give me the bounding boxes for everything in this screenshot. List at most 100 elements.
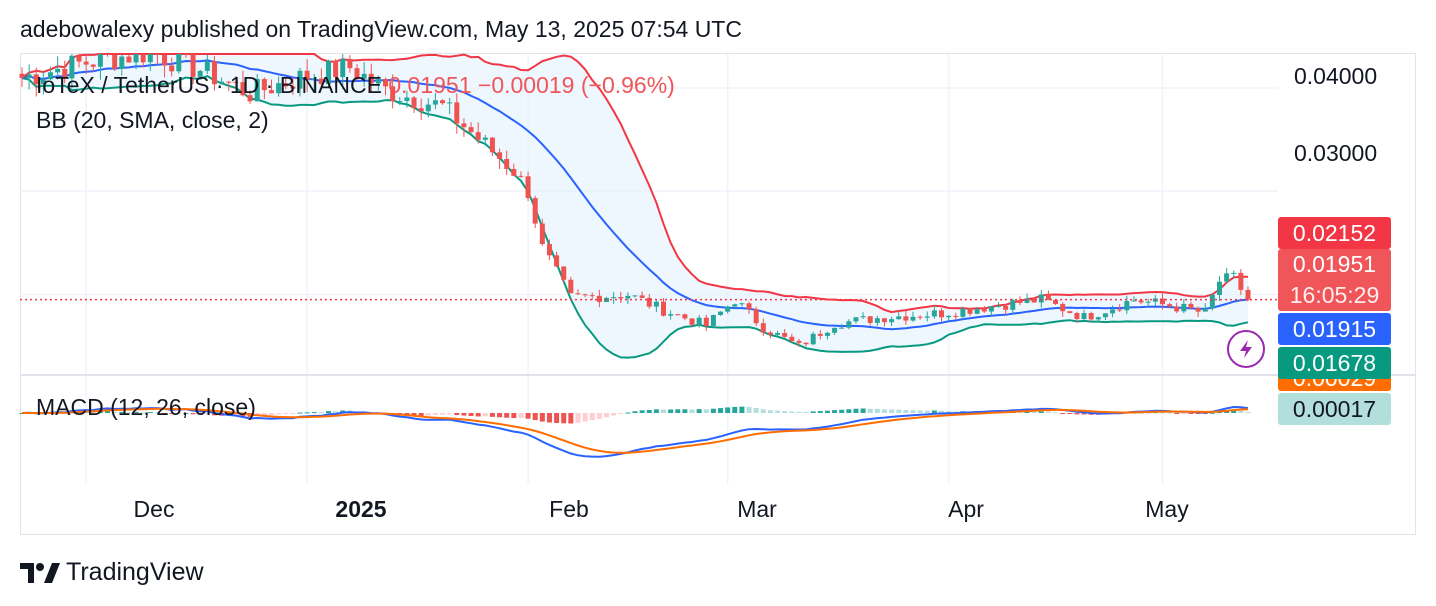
macd-histogram-bar [97,411,103,413]
candle-body [447,102,453,104]
candle-body [383,79,389,87]
macd-histogram-bar [846,409,852,413]
candle-body [917,316,923,318]
macd-histogram-bar [1045,411,1051,413]
brand-name: TradingView [66,558,204,586]
candle-body [240,82,246,96]
candle-body [903,316,909,321]
macd-histogram-bar [661,409,667,413]
macd-histogram-bar [1038,411,1044,413]
candle-body [575,293,581,295]
macd-histogram-bar [418,413,424,417]
candle-body [354,68,360,79]
macd-histogram-bar [112,411,118,413]
macd-histogram-bar [625,412,631,414]
macd-histogram-bar [546,413,552,423]
macd-histogram-bar [304,412,310,414]
candle-body [311,78,317,81]
macd-line [21,405,1249,458]
macd-histogram-bar [176,413,182,414]
candle-body [475,132,481,140]
lightning-icon[interactable] [1227,330,1265,368]
candle-body [760,323,766,333]
candle-body [1159,298,1165,305]
macd-histogram-bar [710,408,716,413]
macd-histogram-bar [946,411,952,413]
candle-body [632,295,638,297]
candle-body [718,311,724,316]
time-axis-label: Mar [737,496,777,522]
candle-body [1224,273,1230,282]
macd-histogram-bar [639,410,645,413]
macd-histogram-bar [1024,411,1030,413]
candle-body [1024,298,1030,303]
candle-body [140,54,146,63]
macd-legend: MACD (12, 26, close) [36,394,256,420]
candle-body [981,309,987,312]
candle-body [97,54,103,67]
macd-histogram-bar [1053,412,1059,414]
time-axis-label: Dec [133,496,175,522]
macd-histogram-bar [482,413,488,417]
candle-body [183,54,189,55]
candle-body [326,60,331,85]
macd-histogram-bar [233,413,239,416]
tradingview-brand[interactable]: TradingView [20,558,204,587]
candle-body [268,90,274,94]
candle-body [682,314,688,319]
candle-body [204,61,210,71]
candle-body [511,168,517,176]
candle-body [1174,306,1180,312]
candle-body [254,79,260,102]
macd-histogram-bar [746,406,752,413]
time-axis-label: 2025 [335,496,387,522]
macd-histogram-bar [404,413,410,416]
macd-histogram-bar [725,407,731,413]
macd-histogram-bar [554,413,560,423]
macd-histogram-bar [147,412,153,414]
candle-body [176,54,182,72]
macd-histogram-bar [447,413,453,415]
macd-histogram-bar [283,413,289,415]
macd-histogram-bar [190,413,196,415]
macd-histogram-bar [276,413,282,415]
macd-histogram-bar [197,413,203,415]
macd-histogram-bar [696,409,702,413]
candle-body [1045,294,1051,301]
macd-histogram-bar [204,413,210,415]
macd-histogram-bar [896,409,902,413]
candle-body [725,306,731,312]
legend-change: −0.00019 (−0.96%) [477,72,675,98]
candle-body [283,83,289,87]
candle-body [568,279,574,294]
candle-body [226,81,232,83]
candle-body [596,295,602,302]
candle-body [48,72,54,80]
candle-body [83,61,89,65]
candle-body [1167,304,1173,307]
macd-histogram-bar [475,413,481,417]
candle-body [960,308,966,317]
macd-histogram-bar [682,409,688,413]
macd-histogram-bar [775,410,781,413]
candle-body [404,97,410,101]
macd-histogram-bar [461,413,467,416]
candle-body [874,318,880,323]
macd-histogram-bar [618,413,624,415]
candle-body [589,295,595,297]
macd-histogram-bar [1067,413,1073,414]
macd-histogram-bar [1245,411,1251,413]
macd-histogram-bar [432,413,438,416]
candle-body [1102,313,1108,318]
macd-histogram-bar [718,408,724,413]
candle-body [432,100,438,105]
candle-body [62,68,68,79]
candle-body [753,309,759,324]
candle-body [1067,311,1073,314]
macd-histogram-bar [1081,413,1087,415]
macd-histogram-bar [568,413,574,424]
macd-histogram-bar [889,409,895,413]
candle-body [290,86,296,89]
macd-histogram-bar [440,413,446,415]
